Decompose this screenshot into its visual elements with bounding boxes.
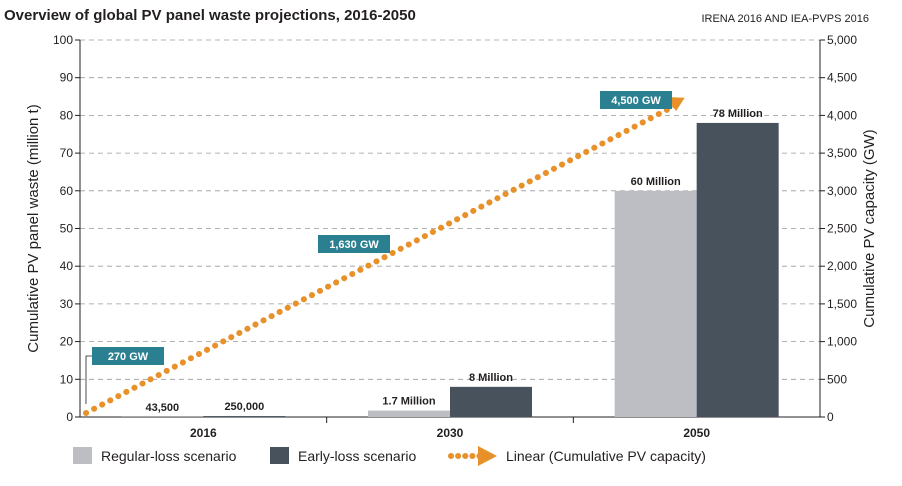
y-tick-label: 0 xyxy=(66,410,73,424)
y-tick-label: 90 xyxy=(60,71,74,85)
bar-data-label: 43,500 xyxy=(146,402,180,414)
y2-tick-label: 3,500 xyxy=(827,146,857,160)
bar-data-label: 1.7 Million xyxy=(382,396,435,408)
legend-layer: Regular-loss scenario Early-loss scenario… xyxy=(73,446,706,466)
y-tick-label: 100 xyxy=(53,33,73,47)
x-tick-label: 2050 xyxy=(683,426,710,440)
bar-data-label: 60 Million xyxy=(631,176,681,188)
chart-source: IRENA 2016 AND IEA-PVPS 2016 xyxy=(701,13,869,25)
bar-early-loss xyxy=(203,416,285,417)
legend-label-regular-loss: Regular-loss scenario xyxy=(101,448,237,464)
bar-early-loss xyxy=(450,387,532,417)
bar-data-label: 8 Million xyxy=(469,372,513,384)
line-layer: 270 GW 1,630 GW 4,500 GW xyxy=(86,91,685,413)
bar-data-label: 78 Million xyxy=(713,108,763,120)
y2-tick-label: 0 xyxy=(827,410,834,424)
chart-title: Overview of global PV panel waste projec… xyxy=(4,7,416,24)
y2-tick-label: 1,500 xyxy=(827,297,857,311)
callout-leader-line xyxy=(86,356,92,404)
y-tick-label: 30 xyxy=(60,297,74,311)
y-tick-label: 10 xyxy=(60,372,74,386)
y2-tick-label: 1,000 xyxy=(827,335,857,349)
y-tick-label: 60 xyxy=(60,184,74,198)
legend-label-capacity-line: Linear (Cumulative PV capacity) xyxy=(506,448,706,464)
y-tick-label: 80 xyxy=(60,108,74,122)
legend-swatch-early-loss xyxy=(270,447,289,464)
y2-axis-title: Cumulative PV capacity (GW) xyxy=(861,129,878,327)
legend-label-early-loss: Early-loss scenario xyxy=(298,448,416,464)
y2-tick-label: 5,000 xyxy=(827,33,857,47)
y-axis-title: Cumulative PV panel waste (million t) xyxy=(25,104,42,352)
capacity-trend-line xyxy=(86,105,677,413)
y2-tick-label: 500 xyxy=(827,372,847,386)
y-tick-label: 50 xyxy=(60,222,74,236)
capacity-callout-label: 270 GW xyxy=(108,351,149,363)
y-tick-label: 20 xyxy=(60,335,74,349)
bar-early-loss xyxy=(697,123,779,417)
y2-tick-label: 4,500 xyxy=(827,71,857,85)
x-tick-label: 2030 xyxy=(437,426,464,440)
bar-regular-loss xyxy=(368,411,450,417)
legend-swatch-capacity-arrowhead xyxy=(478,446,497,466)
bar-data-label: 250,000 xyxy=(224,401,264,413)
bar-regular-loss xyxy=(615,191,697,417)
y2-tick-label: 2,500 xyxy=(827,222,857,236)
capacity-callout-label: 1,630 GW xyxy=(329,239,379,251)
y2-tick-label: 4,000 xyxy=(827,108,857,122)
bars-layer xyxy=(121,123,778,417)
x-tick-label: 2016 xyxy=(190,426,217,440)
y-tick-label: 40 xyxy=(60,259,74,273)
y-tick-label: 70 xyxy=(60,146,74,160)
y2-tick-label: 3,000 xyxy=(827,184,857,198)
legend-swatch-regular-loss xyxy=(73,447,92,464)
y2-tick-label: 2,000 xyxy=(827,259,857,273)
capacity-callout-label: 4,500 GW xyxy=(611,95,661,107)
